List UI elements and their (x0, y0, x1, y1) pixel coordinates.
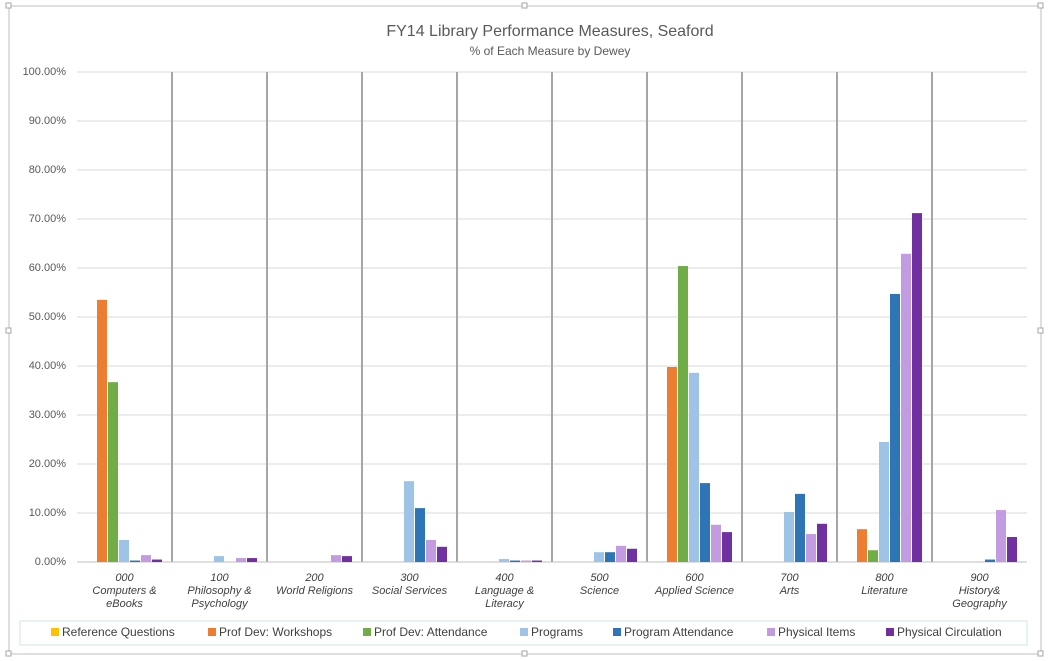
y-tick-label: 100.00% (23, 66, 67, 78)
bar (119, 539, 129, 562)
legend-label: Program Attendance (624, 625, 734, 639)
bar (868, 550, 878, 562)
bar (331, 555, 341, 562)
bar (784, 512, 794, 562)
legend-label: Programs (531, 625, 583, 639)
y-tick-label: 90.00% (29, 115, 67, 127)
bar (689, 372, 699, 562)
x-tick-label: 900 History& Geography (952, 572, 1007, 610)
bar (130, 560, 140, 562)
bar (594, 552, 604, 562)
x-tick-label: 500 Science (579, 572, 620, 597)
bar (247, 558, 257, 562)
legend-box (19, 620, 1028, 646)
bar (97, 299, 107, 562)
bar (108, 382, 118, 562)
legend-swatch (613, 628, 621, 636)
bar (532, 560, 542, 562)
x-tick-label: 400 Language & Literacy (474, 572, 535, 610)
x-tick-label: 000 Computers & eBooks (92, 572, 157, 610)
bar (985, 559, 995, 562)
bar (817, 523, 827, 562)
bar (616, 545, 626, 562)
legend-label: Reference Questions (62, 625, 175, 639)
bar (678, 266, 688, 562)
bar (711, 524, 721, 562)
y-tick-label: 80.00% (29, 164, 67, 176)
bar (404, 481, 414, 562)
legend-swatch (208, 628, 216, 636)
bar (879, 441, 889, 562)
y-tick-label: 30.00% (29, 409, 67, 421)
bar (605, 552, 615, 562)
bar (667, 366, 677, 562)
bar (627, 548, 637, 562)
bar (426, 539, 436, 562)
chart-border (8, 5, 1042, 655)
x-tick-label: 300 Social Services (371, 572, 448, 597)
legend-label: Prof Dev: Workshops (219, 625, 332, 639)
x-tick-label: 100 Philosophy & Psychology (187, 572, 252, 610)
bar (437, 546, 447, 562)
bar (521, 560, 531, 562)
bar (901, 253, 911, 563)
legend-swatch (767, 628, 775, 636)
bar (795, 493, 805, 562)
x-tick-label: 200 World Religions (275, 572, 354, 597)
bar (342, 556, 352, 562)
bar (141, 555, 151, 562)
legend-label: Physical Items (778, 625, 855, 639)
bar (912, 213, 922, 562)
legend-swatch (363, 628, 371, 636)
legend-swatch (520, 628, 528, 636)
x-tick-label: 700 Arts (779, 572, 800, 597)
x-tick-label: 600 Applied Science (655, 572, 734, 597)
legend-label: Physical Circulation (897, 625, 1002, 639)
bar (236, 558, 246, 562)
bar (722, 532, 732, 562)
x-tick-label: 800 Literature (861, 572, 908, 597)
bar (806, 534, 816, 562)
bar (214, 556, 224, 562)
y-tick-label: 60.00% (29, 262, 67, 274)
bar (890, 293, 900, 562)
legend-swatch (51, 628, 59, 636)
bar (1007, 537, 1017, 562)
y-tick-label: 10.00% (29, 507, 67, 519)
y-tick-label: 0.00% (35, 556, 66, 568)
bar (415, 508, 425, 562)
bar (499, 559, 509, 562)
bar (857, 529, 867, 562)
y-tick-label: 40.00% (29, 360, 67, 372)
bar (996, 510, 1006, 562)
bar (152, 559, 162, 562)
bar (700, 483, 710, 562)
legend-label: Prof Dev: Attendance (374, 625, 488, 639)
selection-handles (5, 2, 1044, 657)
y-tick-label: 20.00% (29, 458, 67, 470)
y-tick-label: 70.00% (29, 213, 67, 225)
bar (510, 560, 520, 562)
chart-title: FY14 Library Performance Measures, Seafo… (386, 23, 713, 40)
legend-swatch (886, 628, 894, 636)
chart-subtitle: % of Each Measure by Dewey (470, 44, 631, 58)
y-tick-label: 50.00% (29, 311, 67, 323)
